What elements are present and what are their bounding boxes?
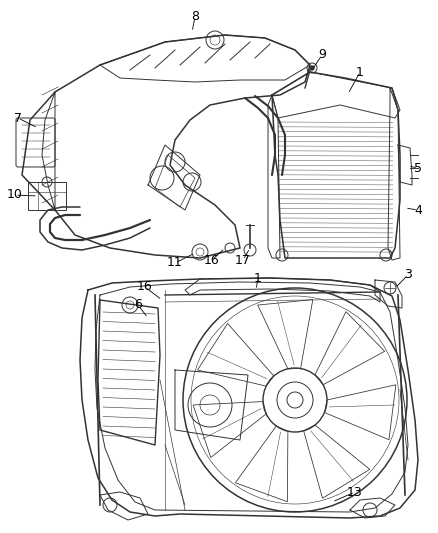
Text: 3: 3: [404, 269, 412, 281]
Text: 4: 4: [414, 204, 422, 216]
Circle shape: [310, 66, 314, 70]
Text: 9: 9: [318, 49, 326, 61]
Text: 5: 5: [414, 161, 422, 174]
Text: 17: 17: [235, 254, 251, 266]
Text: 16: 16: [137, 280, 153, 294]
Text: 7: 7: [14, 111, 22, 125]
Text: 16: 16: [204, 254, 220, 266]
Text: 11: 11: [167, 256, 183, 270]
Text: 6: 6: [134, 298, 142, 311]
Text: 13: 13: [347, 486, 363, 498]
Text: 10: 10: [7, 189, 23, 201]
Text: 1: 1: [254, 271, 262, 285]
Text: 8: 8: [191, 11, 199, 23]
Text: 1: 1: [356, 66, 364, 78]
Bar: [28, 182, 66, 210]
